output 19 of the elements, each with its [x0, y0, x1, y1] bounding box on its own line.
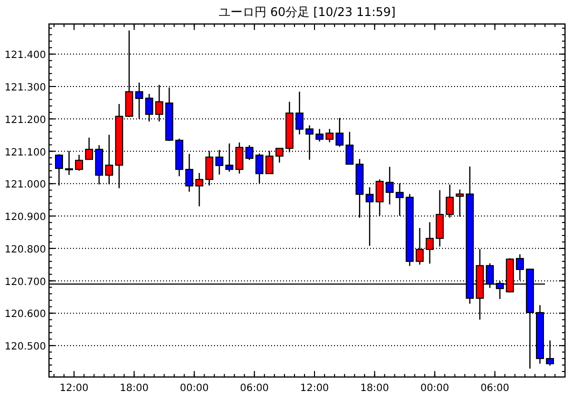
- y-tick-label: 121.300: [4, 82, 46, 94]
- y-tick-label: 121.100: [4, 147, 46, 158]
- y-tick-label: 120.600: [4, 309, 46, 320]
- x-tick-label: 12:00: [60, 383, 88, 394]
- y-tick-label: 120.700: [4, 276, 46, 288]
- x-tick-label: 18:00: [360, 383, 390, 394]
- y-tick-label: 120.800: [4, 244, 46, 256]
- x-tick-label: 00:00: [180, 383, 209, 394]
- y-tick-label: 120.500: [4, 342, 46, 353]
- x-tick-label: 00:00: [420, 383, 450, 394]
- y-tick-label: 121.400: [4, 50, 46, 62]
- x-tick-label: 18:00: [120, 383, 149, 394]
- y-tick-label: 121.200: [4, 114, 46, 126]
- y-tick-label: 121.000: [4, 180, 46, 191]
- title: ユーロ円 60分足 [10/23 11:59]: [218, 5, 396, 19]
- x-tick-label: 12:00: [300, 383, 329, 394]
- y-tick-label: 120.900: [4, 212, 46, 224]
- x-tick-label: 06:00: [480, 383, 510, 394]
- x-tick-label: 06:00: [240, 383, 269, 394]
